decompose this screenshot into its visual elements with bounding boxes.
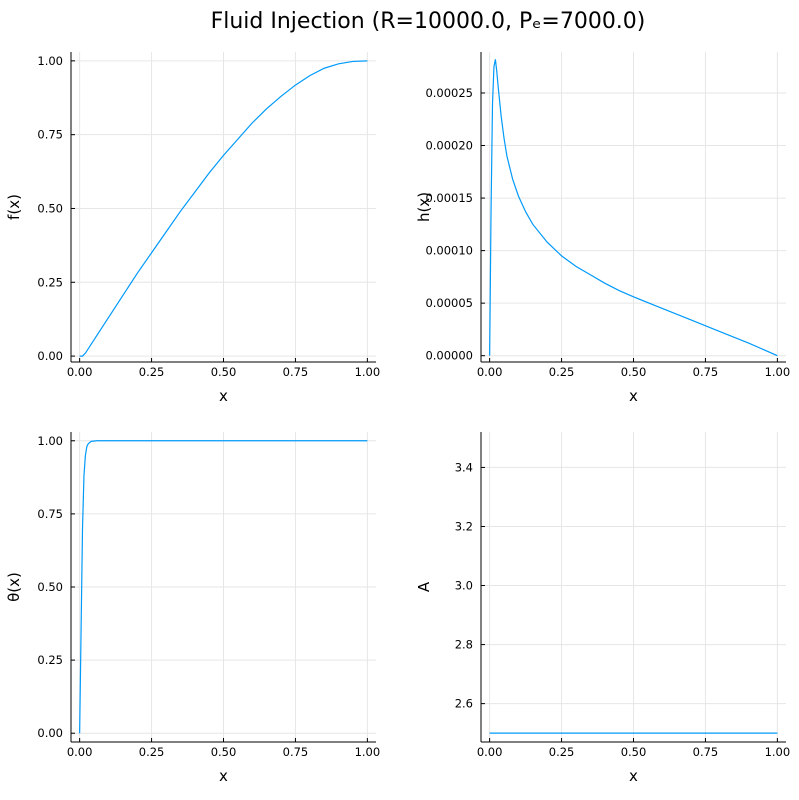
y-tick-label: 1.00 [37,434,63,448]
y-tick-label: 2.8 [455,638,473,652]
y-tick-label: 0.75 [37,507,63,521]
x-tick-label: 0.50 [621,745,647,759]
y-tick-label: 0.00000 [425,349,473,363]
x-tick-label: 0.25 [139,745,165,759]
y-tick-label: 0.00005 [425,296,473,310]
y-tick-label: 0.00025 [425,86,473,100]
y-tick-label: 2.6 [455,697,473,711]
series-line [489,59,778,357]
y-tick-label: 3.0 [455,579,473,593]
x-axis-label: x [219,767,228,785]
subplot-2: 0.00 0.25 0.50 0.75 1.00 0.00000 0.00005 0.0001… [415,52,790,405]
x-tick-label: 0.50 [211,365,237,379]
x-axis-label: x [629,767,638,785]
x-tick-label: 0.50 [621,365,647,379]
x-tick-label: 0.00 [67,365,93,379]
subplot-3: 0.00 0.25 0.50 0.75 1.00 0.00 0.25 0.50 0.75 1.00… [5,432,380,785]
y-axis-label: f(x) [5,194,23,220]
x-tick-label: 0.50 [211,745,237,759]
y-tick-label: 0.00 [37,349,63,363]
y-tick-label: 0.50 [37,201,63,215]
x-axis-label: x [629,387,638,405]
y-axis-label: h(x) [415,192,433,222]
subplots: 0.00 0.25 0.50 0.75 1.00 0.00 0.25 0.50 0.75 1.00… [5,52,790,785]
y-tick-label: 3.4 [455,460,473,474]
x-tick-label: 0.25 [549,365,575,379]
x-tick-label: 0.75 [693,745,719,759]
y-tick-label: 0.00 [37,726,63,740]
subplot-4: 0.00 0.25 0.50 0.75 1.00 2.6 2.8 3.0 3.2 3.4 x A [415,432,790,785]
y-tick-label: 0.00010 [425,244,473,258]
x-tick-label: 0.75 [693,365,719,379]
y-tick-label: 3.2 [455,519,473,533]
x-tick-label: 1.00 [765,745,791,759]
x-tick-label: 0.75 [283,745,309,759]
y-tick-label: 0.75 [37,128,63,142]
x-tick-label: 0.75 [283,365,309,379]
x-tick-label: 1.00 [355,365,381,379]
y-axis-label: A [415,581,433,592]
y-tick-label: 0.00015 [425,191,473,205]
x-tick-label: 1.00 [355,745,381,759]
x-tick-label: 0.25 [549,745,575,759]
x-tick-label: 0.00 [67,745,93,759]
x-tick-label: 0.00 [477,745,503,759]
y-tick-label: 1.00 [37,54,63,68]
y-tick-label: 0.50 [37,580,63,594]
y-axis-label: θ(x) [5,572,23,602]
y-tick-label: 0.25 [37,653,63,667]
series-line [79,440,368,734]
x-tick-label: 0.00 [477,365,503,379]
y-tick-label: 0.25 [37,275,63,289]
x-tick-label: 0.25 [139,365,165,379]
x-axis-label: x [219,387,228,405]
x-tick-label: 1.00 [765,365,791,379]
series-line [79,60,368,357]
subplot-1: 0.00 0.25 0.50 0.75 1.00 0.00 0.25 0.50 0.75 1.00… [5,52,380,405]
y-tick-label: 0.00020 [425,139,473,153]
figure-title: Fluid Injection (R=10000.0, Pₑ=7000.0) [211,9,646,34]
